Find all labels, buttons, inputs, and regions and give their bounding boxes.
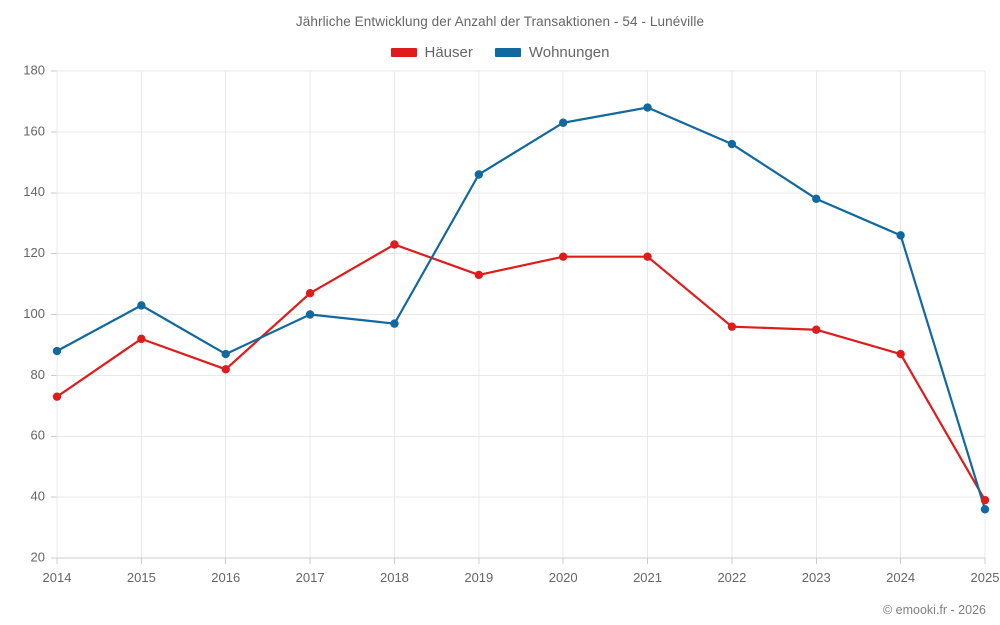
data-point[interactable]: [727, 139, 737, 149]
chart-legend: Häuser Wohnungen: [0, 44, 1000, 61]
data-point[interactable]: [558, 118, 568, 127]
x-axis-tick-label: 2020: [549, 570, 578, 585]
data-point[interactable]: [221, 349, 230, 359]
x-axis-tick-label: 2023: [802, 570, 831, 585]
legend-item-apartments[interactable]: Wohnungen: [494, 44, 610, 61]
series-line-wohnungen: [55, 106, 987, 511]
y-axis-tick-label: 20: [31, 549, 45, 564]
data-point[interactable]: [390, 319, 399, 328]
data-point[interactable]: [474, 270, 484, 280]
footer-credit: © emooki.fr - 2026: [882, 603, 986, 617]
y-axis-tick-label: 80: [31, 367, 45, 382]
x-axis-tick-label: 2015: [127, 570, 156, 585]
y-axis-tick-label: 140: [23, 184, 45, 199]
data-point[interactable]: [980, 505, 990, 514]
legend-item-houses[interactable]: Häuser: [390, 44, 473, 61]
chart-title: Jährliche Entwicklung der Anzahl der Tra…: [295, 14, 705, 29]
legend-swatch-houses: [390, 48, 417, 57]
data-point[interactable]: [812, 194, 821, 204]
x-axis-tick-label: 2022: [717, 570, 746, 585]
x-axis-tick-label: 2025: [971, 570, 1000, 585]
data-point[interactable]: [643, 252, 652, 261]
x-axis-tick-label: 2014: [43, 570, 72, 585]
data-point[interactable]: [52, 392, 62, 401]
data-point[interactable]: [812, 325, 821, 334]
y-axis-tick-label: 180: [23, 62, 45, 77]
data-point[interactable]: [221, 365, 230, 374]
x-axis-tick-label: 2018: [380, 570, 409, 585]
y-axis-tick-label: 160: [23, 123, 45, 138]
data-point[interactable]: [558, 252, 568, 261]
data-point[interactable]: [52, 346, 62, 356]
data-point[interactable]: [390, 240, 399, 249]
data-point[interactable]: [727, 322, 737, 331]
y-axis-tick-label: 60: [31, 428, 45, 443]
x-axis-tick-label: 2019: [464, 570, 493, 585]
data-point[interactable]: [980, 495, 990, 505]
legend-label-apartments: Wohnungen: [528, 44, 610, 61]
data-point[interactable]: [137, 301, 146, 310]
legend-swatch-apartments: [494, 48, 521, 57]
x-axis-tick-label: 2021: [633, 570, 662, 585]
data-point[interactable]: [896, 349, 905, 359]
x-axis-tick-label: 2016: [211, 570, 240, 585]
x-axis-tick-label: 2017: [296, 570, 325, 585]
data-point[interactable]: [305, 310, 315, 319]
legend-label-houses: Häuser: [424, 44, 473, 61]
x-axis-tick-label: 2024: [886, 570, 915, 585]
data-point[interactable]: [896, 231, 905, 240]
data-point[interactable]: [474, 170, 484, 179]
data-point[interactable]: [305, 288, 315, 298]
y-axis-tick-label: 100: [23, 306, 45, 321]
data-point[interactable]: [137, 334, 146, 344]
data-point[interactable]: [643, 103, 652, 112]
y-axis-tick-label: 120: [23, 245, 45, 260]
series-line-häuser: [55, 243, 987, 502]
y-axis-tick-label: 40: [31, 489, 45, 504]
